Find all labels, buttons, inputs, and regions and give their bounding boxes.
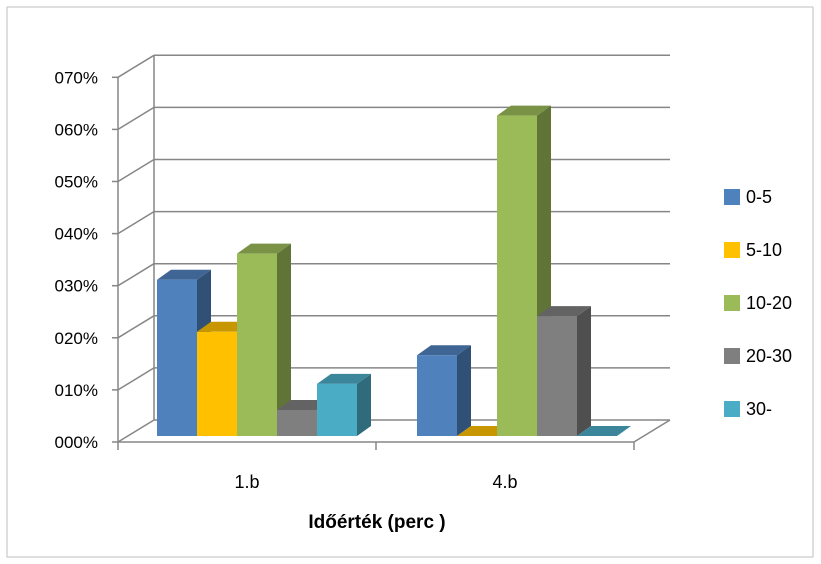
legend-swatch bbox=[724, 348, 740, 364]
legend-item: 0-5 bbox=[724, 187, 772, 207]
x-axis-tick-labels: 1.b 4.b bbox=[234, 472, 517, 492]
y-tick-label: 000% bbox=[55, 433, 98, 452]
y-tick-label: 010% bbox=[55, 381, 98, 400]
legend-swatch bbox=[724, 295, 740, 311]
bar-top bbox=[497, 105, 551, 116]
bar-top bbox=[317, 373, 371, 384]
bar-side bbox=[457, 345, 471, 436]
bars bbox=[157, 105, 631, 437]
bar-front bbox=[277, 409, 317, 436]
y-tick-label: 060% bbox=[55, 120, 98, 139]
chart-border bbox=[6, 6, 814, 558]
bar-top bbox=[237, 243, 291, 254]
legend-label: 5-10 bbox=[746, 240, 782, 260]
y-tick-label: 070% bbox=[55, 68, 98, 87]
x-tick-label: 1.b bbox=[234, 472, 259, 492]
bar-front bbox=[417, 355, 457, 436]
x-tick-label: 4.b bbox=[492, 472, 517, 492]
bar-top bbox=[417, 345, 471, 356]
bar bbox=[317, 373, 371, 436]
legend-swatch bbox=[724, 242, 740, 258]
bar-top bbox=[157, 269, 211, 280]
side-wall-gridline bbox=[117, 106, 155, 131]
side-wall-gridline bbox=[117, 263, 155, 287]
bar-front bbox=[197, 331, 237, 436]
bar bbox=[237, 243, 291, 436]
bar-side bbox=[277, 243, 291, 436]
side-wall-gridline bbox=[117, 54, 155, 78]
legend-label: 0-5 bbox=[746, 187, 772, 207]
legend-item: 20-30 bbox=[724, 346, 792, 366]
bar bbox=[537, 306, 591, 436]
legend-swatch bbox=[724, 189, 740, 205]
side-wall-gridline bbox=[117, 419, 155, 443]
y-tick-label: 030% bbox=[55, 277, 98, 296]
bar-top bbox=[577, 426, 631, 436]
bar-front bbox=[537, 316, 577, 436]
y-tick-label: 020% bbox=[55, 329, 98, 348]
bar-front bbox=[497, 115, 537, 437]
legend-label: 30- bbox=[746, 399, 772, 419]
y-tick-label: 050% bbox=[55, 173, 98, 192]
axes bbox=[112, 55, 671, 450]
bar-front bbox=[237, 253, 277, 436]
bar bbox=[417, 345, 471, 436]
legend-label: 10-20 bbox=[746, 293, 792, 313]
legend-item: 5-10 bbox=[724, 240, 782, 260]
bar-front bbox=[317, 383, 357, 436]
legend-item: 30- bbox=[724, 399, 772, 419]
side-wall-gridline bbox=[117, 210, 155, 235]
bar bbox=[577, 426, 631, 436]
legend-label: 20-30 bbox=[746, 346, 792, 366]
bar-side bbox=[357, 373, 371, 436]
y-axis-tick-labels: 000% 010% 020% 030% 040% 050% 060% 070% bbox=[55, 68, 98, 452]
legend-item: 10-20 bbox=[724, 293, 792, 313]
y-tick-label: 040% bbox=[55, 225, 98, 244]
side-wall-gridline bbox=[117, 367, 155, 391]
side-wall-gridline bbox=[117, 158, 155, 183]
legend-swatch bbox=[724, 401, 740, 417]
x-axis-label: Időérték (perc ) bbox=[308, 512, 445, 533]
side-wall-gridline bbox=[117, 315, 155, 339]
bar-side bbox=[577, 306, 591, 436]
bar-front bbox=[157, 279, 197, 436]
legend: 0-5 5-10 10-20 20-30 30- bbox=[724, 187, 792, 419]
bar-top bbox=[537, 306, 591, 317]
